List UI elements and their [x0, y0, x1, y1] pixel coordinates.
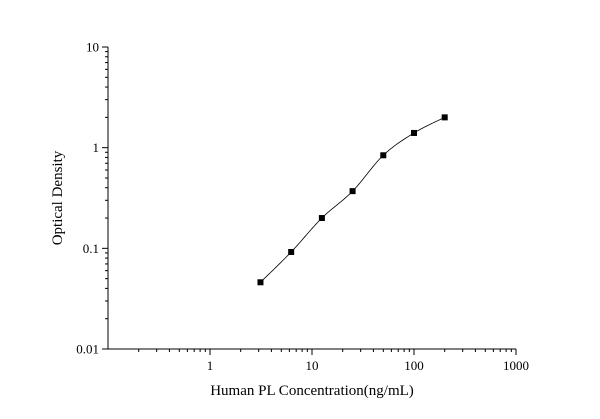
- data-point: [257, 279, 264, 286]
- data-point: [318, 215, 325, 222]
- x-tick-label: 1: [207, 358, 214, 373]
- data-point: [349, 188, 356, 195]
- y-tick-label: 0.01: [76, 342, 99, 357]
- x-axis-title: Human PL Concentration(ng/mL): [210, 383, 414, 399]
- y-axis-title: Optical Density: [50, 150, 66, 245]
- x-tick-label: 1000: [503, 358, 529, 373]
- y-tick-label: 1: [93, 140, 100, 155]
- data-point: [441, 114, 448, 121]
- data-point: [411, 129, 417, 136]
- data-points: [257, 114, 448, 286]
- y-tick-label: 10: [86, 40, 99, 55]
- y-tick-label: 0.1: [83, 241, 99, 256]
- x-tick-label: 10: [306, 358, 319, 373]
- data-point: [288, 248, 295, 255]
- x-tick-label: 100: [404, 358, 424, 373]
- data-point: [380, 152, 387, 159]
- axis-ticks: 1 10 100 1000 0.01 0.1 1 10: [76, 40, 529, 374]
